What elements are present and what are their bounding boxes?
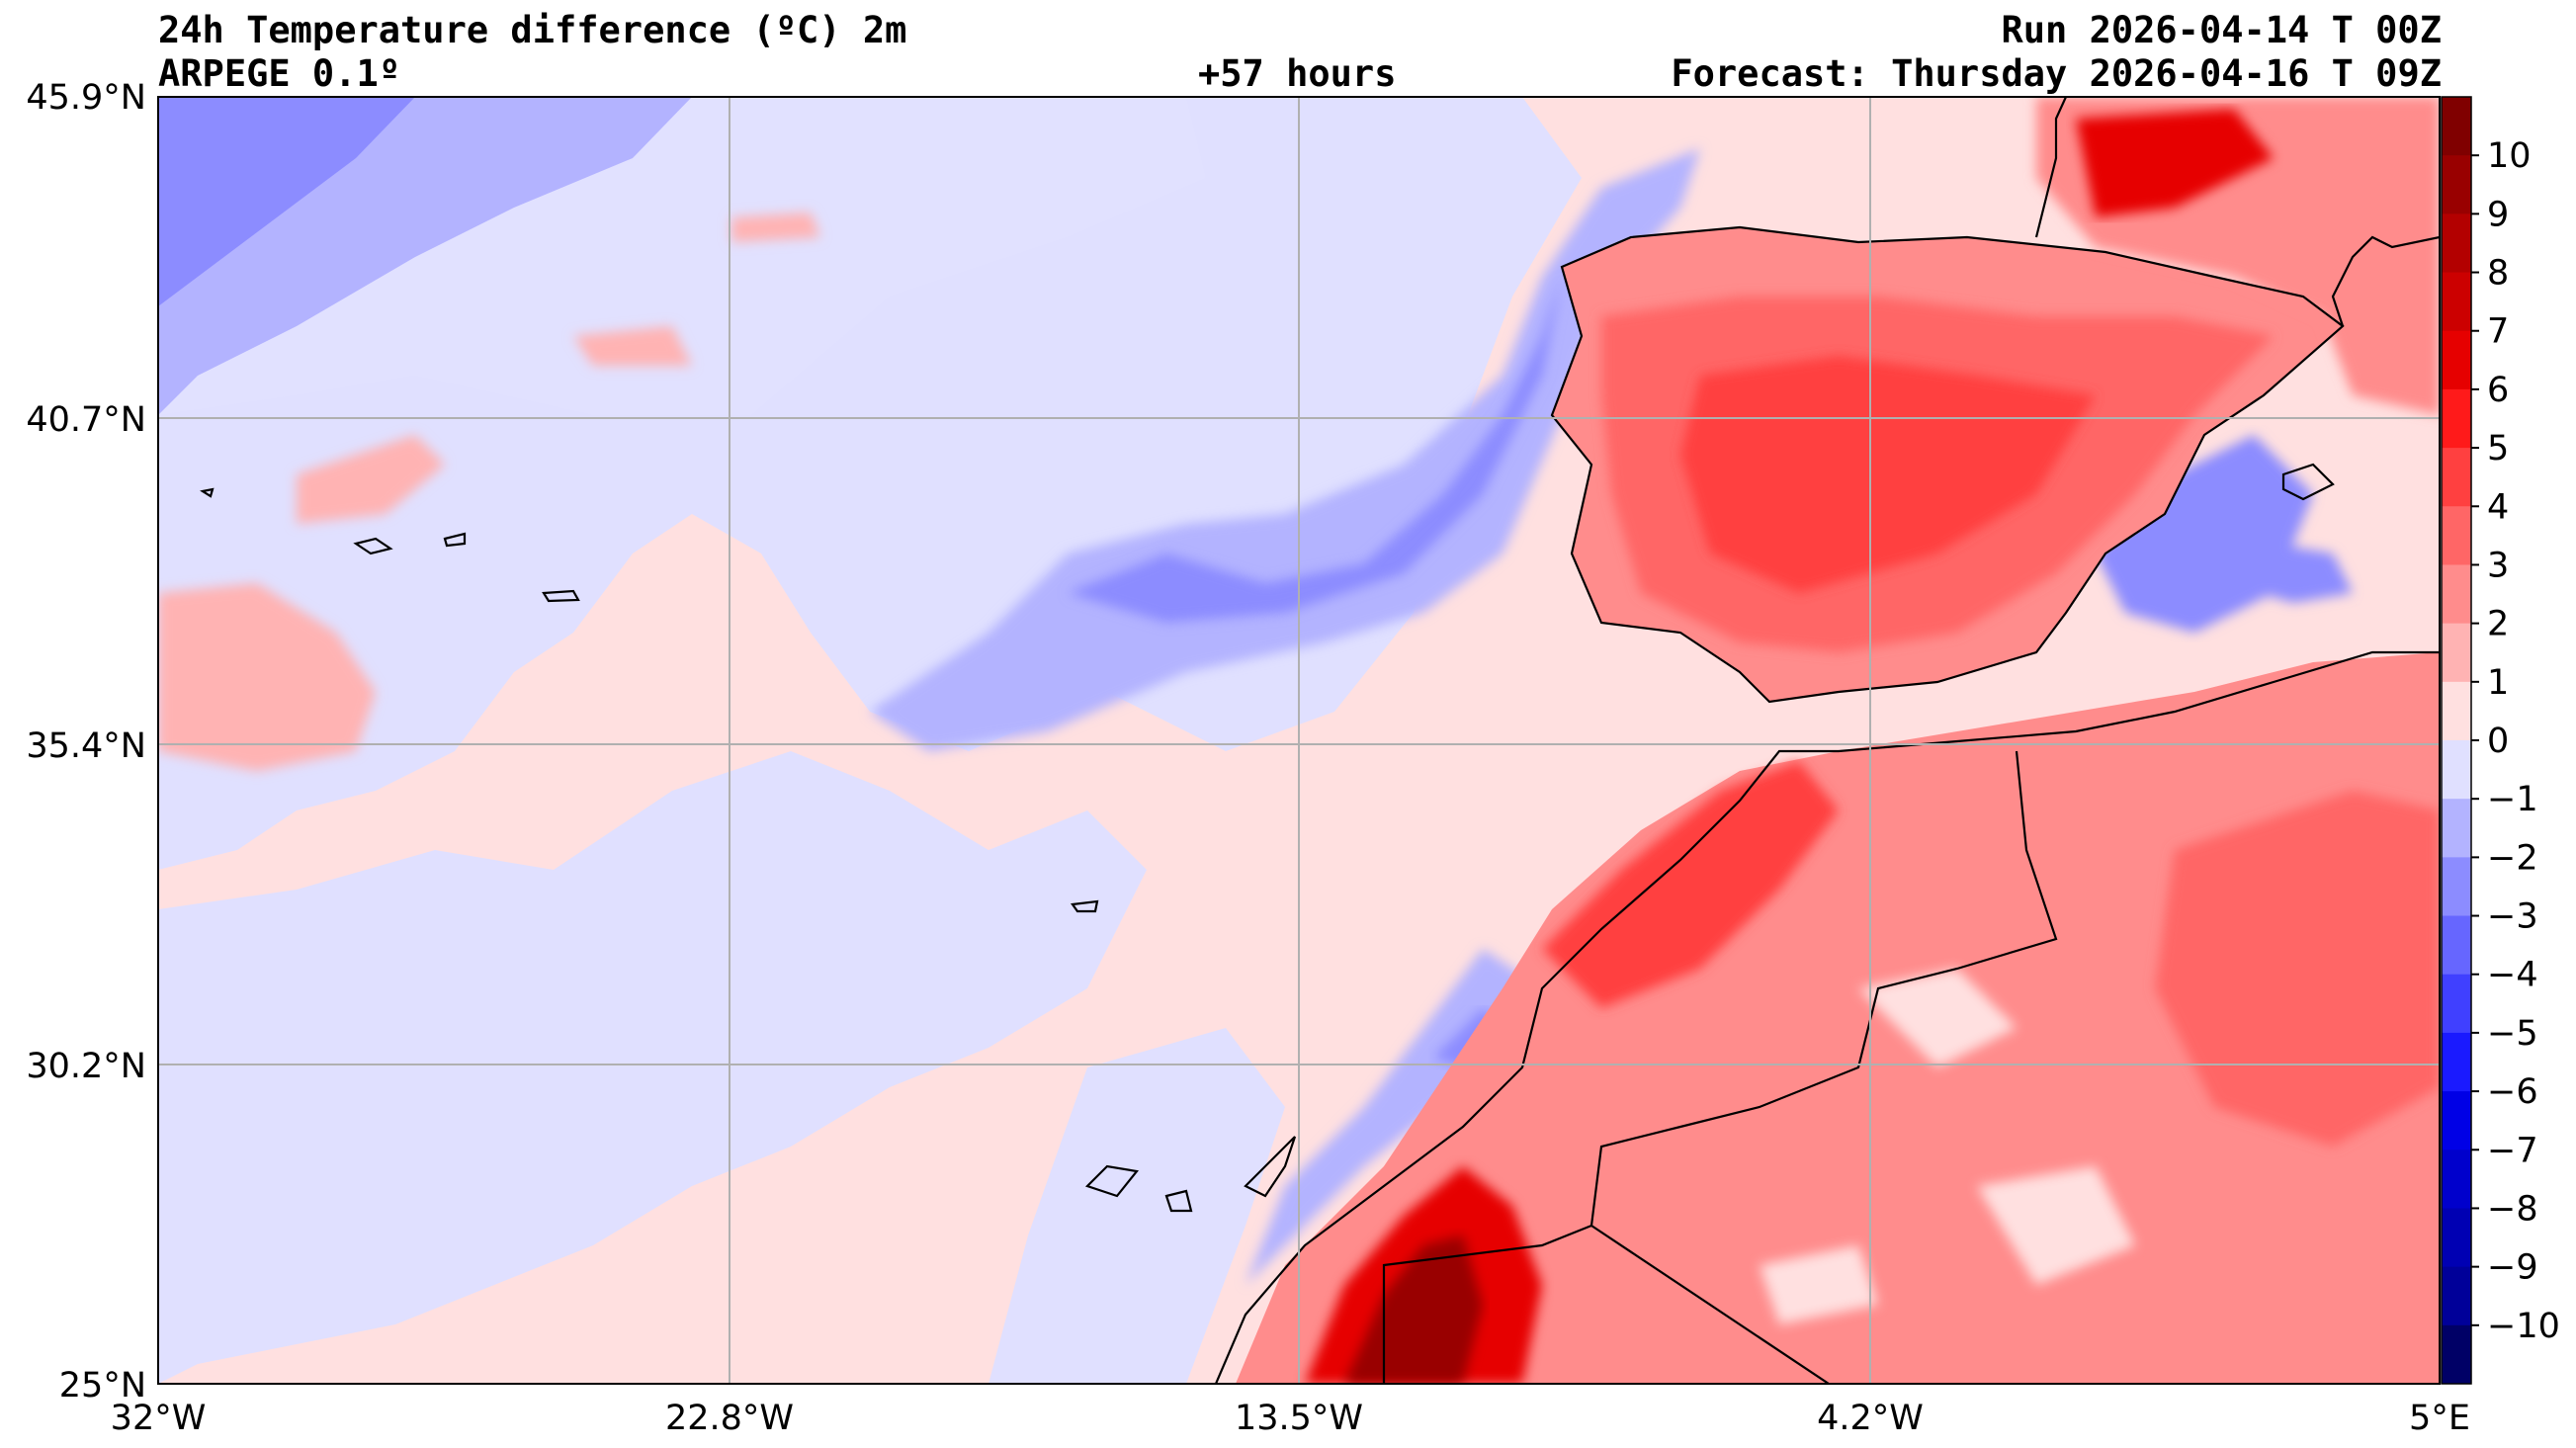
colorbar-label: 6: [2487, 371, 2509, 410]
madeira: [1071, 899, 1099, 913]
african-border-1: [1382, 750, 2058, 1384]
colorbar-label: −9: [2487, 1248, 2538, 1288]
colorbar-swatch: [2442, 915, 2471, 976]
canary-2: [1084, 1164, 1140, 1198]
iberia-hotter: [1680, 356, 2096, 593]
colorbar-swatch: [2442, 1266, 2471, 1326]
colorbar-swatch: [2442, 330, 2471, 390]
colorbar-label: 5: [2487, 429, 2509, 468]
colorbar-swatch: [2442, 448, 2471, 507]
africa-hot-coast: [1542, 761, 1839, 1008]
mallorca: [2281, 463, 2335, 501]
plot-frame: [157, 96, 2441, 1385]
lat-axis: 45.9°N 40.7°N 35.4°N 30.2°N 25°N: [26, 78, 146, 1405]
lon-label-1: 22.8°W: [665, 1399, 794, 1438]
run-time: Run 2026-04-14 T 00Z: [2001, 9, 2442, 51]
colorbar-swatch: [2442, 740, 2471, 800]
colorbar-swatch: [2442, 857, 2471, 917]
colorbar-label: −10: [2487, 1307, 2560, 1346]
colorbar-label: 4: [2487, 487, 2509, 527]
colorbar-label: −1: [2487, 780, 2538, 819]
colorbar-swatch: [2442, 388, 2471, 449]
gridlines: [158, 97, 2440, 1384]
france-coast: [2034, 97, 2440, 327]
africa-hottest: [1344, 1235, 1483, 1384]
africa-warm: [1236, 652, 2440, 1384]
coastlines: [200, 97, 2440, 1384]
canary-3: [1164, 1189, 1193, 1213]
lon-label-3: 4.2°W: [1817, 1399, 1924, 1438]
lon-label-2: 13.5°W: [1235, 1399, 1363, 1438]
azores-2: [443, 532, 467, 548]
lat-label-1: 40.7°N: [26, 400, 146, 440]
colorbar-swatch: [2442, 272, 2471, 332]
african-border-2: [1590, 1225, 1830, 1384]
colorbar-swatch: [2442, 1091, 2471, 1150]
colorbar-label: 10: [2487, 136, 2532, 176]
lon-label-0: 32°W: [111, 1399, 207, 1438]
colorbar-label: −6: [2487, 1072, 2538, 1112]
cold-band: [870, 148, 1700, 751]
colorbar-label: −2: [2487, 838, 2538, 878]
map-title: 24h Temperature difference (ºC) 2m: [158, 9, 907, 51]
colorbar-label: 2: [2487, 605, 2509, 644]
colorbar-swatch: [2442, 681, 2471, 741]
canary-1: [1244, 1136, 1297, 1198]
colorbar-label: −8: [2487, 1189, 2538, 1229]
africa-coast: [1214, 650, 2440, 1384]
colorbar-swatch: [2442, 1032, 2471, 1092]
colorbar-swatch: [2442, 564, 2471, 625]
france-hot: [2076, 109, 2274, 217]
iberia-coast: [1550, 225, 2345, 704]
colorbar-label: −5: [2487, 1014, 2538, 1054]
colorbar-swatch: [2442, 213, 2471, 274]
forecast-time: Forecast: Thursday 2026-04-16 T 09Z: [1671, 52, 2442, 95]
azores-4: [200, 487, 215, 498]
azores-3: [542, 589, 580, 603]
colorbar-swatch: [2442, 1324, 2471, 1385]
colorbar-label: 0: [2487, 722, 2509, 761]
colorbar-label: 3: [2487, 546, 2509, 585]
colorbar-label: −7: [2487, 1131, 2538, 1170]
colorbar-swatch: [2442, 155, 2471, 214]
colorbar-label: 7: [2487, 312, 2509, 352]
colorbar-label: 1: [2487, 663, 2509, 703]
colorbar-swatch: [2442, 97, 2471, 156]
warm-patch-west: [158, 213, 820, 771]
colorbar-swatch: [2442, 1150, 2471, 1209]
colorbar-swatch: [2442, 506, 2471, 565]
azores-1: [353, 537, 393, 555]
colorbar-label: −3: [2487, 897, 2538, 937]
colorbar-swatch: [2442, 974, 2471, 1034]
lon-label-4: 5°E: [2409, 1399, 2470, 1438]
colorbar-label: −4: [2487, 956, 2538, 995]
colorbar-swatch: [2442, 1208, 2471, 1268]
model-label: ARPEGE 0.1º: [158, 52, 401, 95]
cold-band-core: [1068, 277, 1562, 623]
africa-cool-patches: [1760, 969, 2135, 1324]
africa-hot-east: [2155, 791, 2440, 1147]
lon-axis: 32°W 22.8°W 13.5°W 4.2°W 5°E: [111, 1399, 2470, 1438]
lat-label-4: 25°N: [59, 1366, 146, 1405]
lat-label-3: 30.2°N: [26, 1047, 146, 1086]
cold-nw-core: [158, 97, 415, 306]
colorbar-swatch: [2442, 799, 2471, 858]
lat-label-0: 45.9°N: [26, 78, 146, 118]
colorbar-label: 8: [2487, 254, 2509, 294]
lead-time: +57 hours: [1198, 52, 1397, 95]
colorbar-swatch: [2442, 623, 2471, 683]
lat-label-2: 35.4°N: [26, 726, 146, 766]
cold-med: [2096, 435, 2353, 633]
colorbar-label: 9: [2487, 195, 2509, 234]
